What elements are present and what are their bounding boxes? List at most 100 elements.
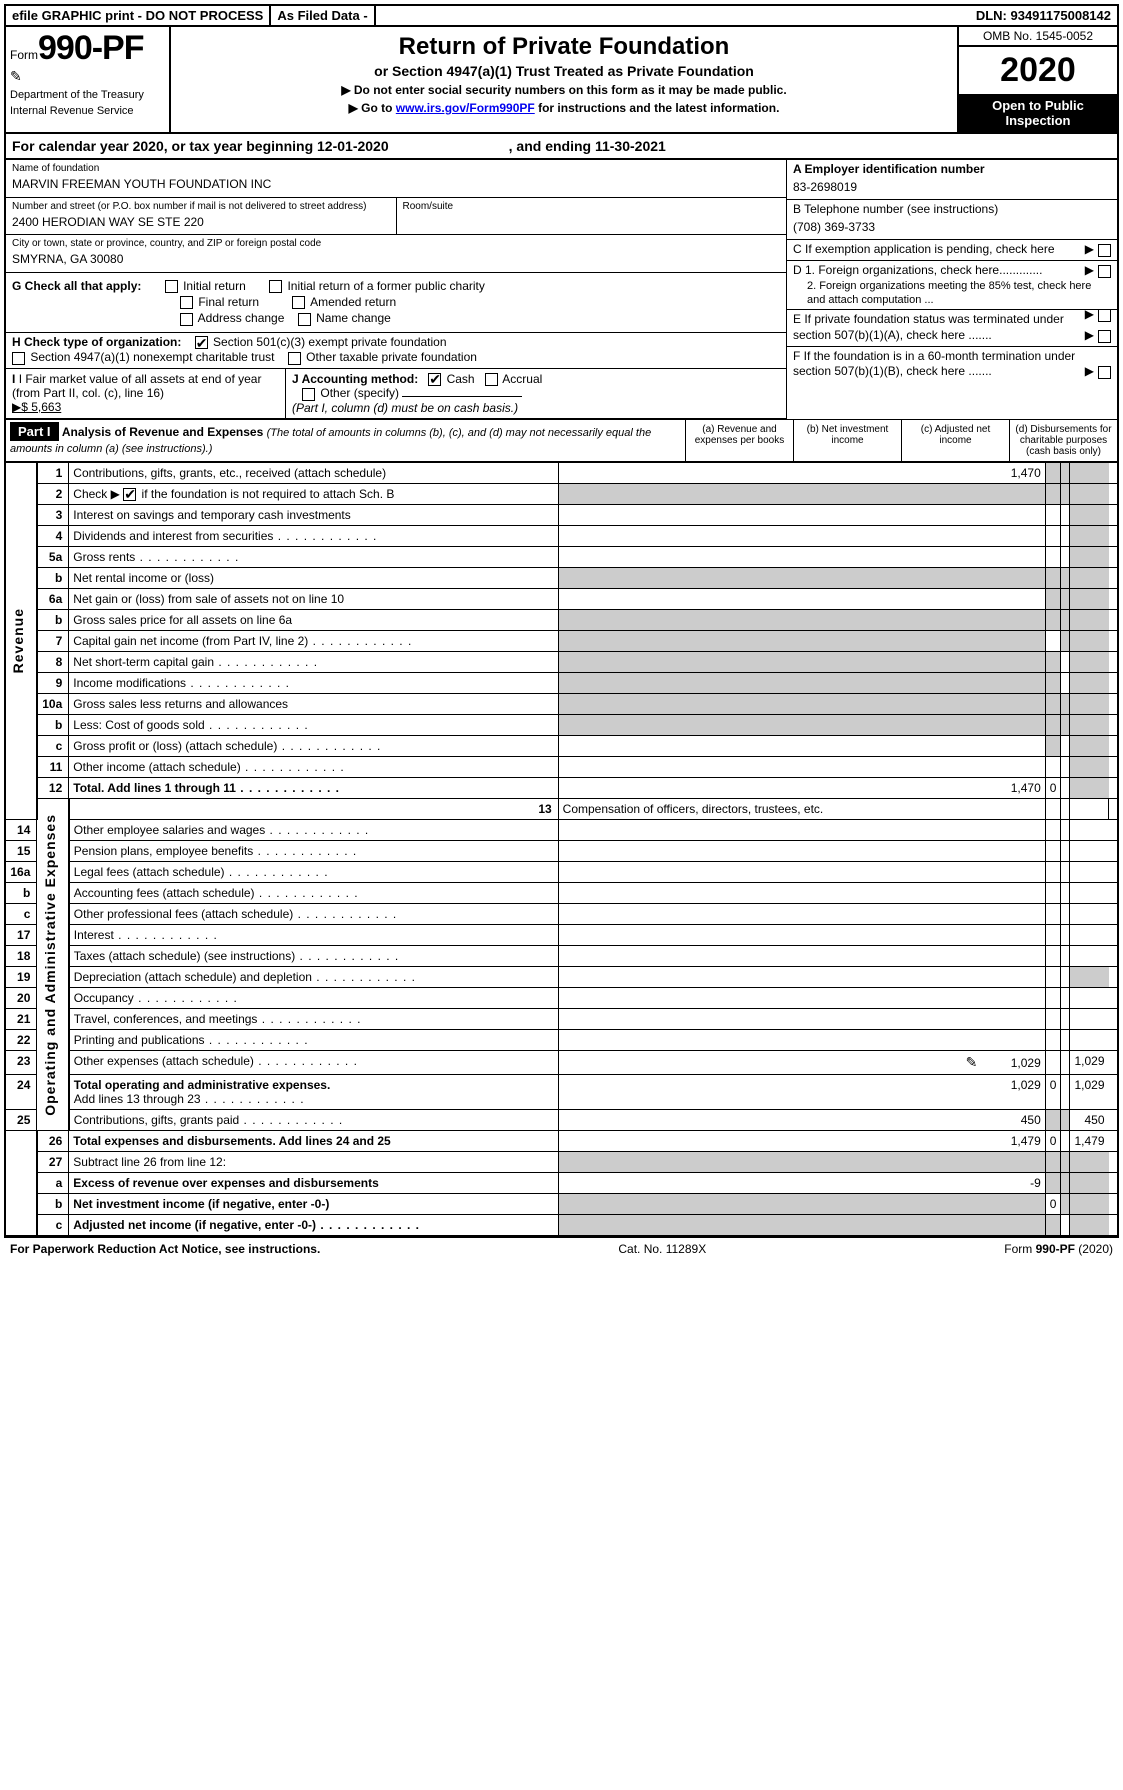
c-label: C If exemption application is pending, c… — [793, 242, 1055, 256]
table-row: 2 Check ▶ if the foundation is not requi… — [5, 483, 1118, 504]
room-cell: Room/suite — [396, 198, 787, 236]
name-cell: Name of foundation MARVIN FREEMAN YOUTH … — [6, 160, 786, 198]
arrow-icon: ▶ — [1085, 242, 1094, 258]
calyear-begin: For calendar year 2020, or tax year begi… — [12, 138, 389, 154]
other-taxable-checkbox[interactable] — [288, 352, 301, 365]
form-subtitle: or Section 4947(a)(1) Trust Treated as P… — [179, 63, 949, 79]
page-footer: For Paperwork Reduction Act Notice, see … — [4, 1237, 1119, 1260]
d2-checkbox[interactable] — [1098, 309, 1111, 322]
table-row: Revenue 1 Contributions, gifts, grants, … — [5, 463, 1118, 484]
amt-c — [1061, 463, 1070, 484]
irs-link[interactable]: www.irs.gov/Form990PF — [396, 101, 535, 115]
accrual-checkbox[interactable] — [485, 373, 498, 386]
amt-d — [1070, 463, 1109, 484]
col-b-head: (b) Net investment income — [794, 420, 902, 461]
4947-checkbox[interactable] — [12, 352, 25, 365]
cash-checkbox[interactable] — [428, 373, 441, 386]
initial-former-checkbox[interactable] — [269, 280, 282, 293]
a-label: A Employer identification number — [793, 162, 985, 176]
c-checkbox[interactable] — [1098, 244, 1111, 257]
arrow-icon: ▶ — [1085, 307, 1094, 323]
dln-label: DLN: 93491175008142 — [970, 6, 1117, 25]
ein-cell: A Employer identification number 83-2698… — [787, 160, 1117, 200]
city-value: SMYRNA, GA 30080 — [12, 250, 780, 270]
h-other: Other taxable private foundation — [306, 350, 477, 364]
amended-return-checkbox[interactable] — [292, 296, 305, 309]
j-accrual: Accrual — [502, 372, 542, 386]
b-label: B Telephone number (see instructions) — [793, 202, 998, 216]
initial-return-checkbox[interactable] — [165, 280, 178, 293]
i-label: I Fair market value of all assets at end… — [12, 372, 261, 400]
e-checkbox[interactable] — [1098, 330, 1111, 343]
room-label: Room/suite — [403, 200, 781, 213]
section-j: J Accounting method: Cash Accrual Other … — [286, 369, 786, 418]
name-change-checkbox[interactable] — [298, 313, 311, 326]
schb-checkbox[interactable] — [123, 488, 136, 501]
j-note: (Part I, column (d) must be on cash basi… — [292, 401, 518, 415]
form-id-box: Form990-PF ✎ Department of the Treasury … — [6, 27, 171, 132]
arrow-icon: ▶ — [1085, 328, 1094, 344]
addr-cell: Number and street (or P.O. box number if… — [6, 198, 396, 236]
d-cell: D 1. Foreign organizations, check here..… — [787, 261, 1117, 310]
other-method-checkbox[interactable] — [302, 388, 315, 401]
g-name: Name change — [316, 311, 391, 325]
info-right: A Employer identification number 83-2698… — [786, 160, 1117, 419]
501c3-checkbox[interactable] — [195, 336, 208, 349]
right-box: OMB No. 1545-0052 2020 Open to Public In… — [957, 27, 1117, 132]
phone-value: (708) 369-3733 — [793, 218, 1111, 238]
g-label: G Check all that apply: — [12, 279, 141, 293]
h-501c3: Section 501(c)(3) exempt private foundat… — [213, 335, 446, 349]
j-cash: Cash — [447, 372, 475, 386]
address-change-checkbox[interactable] — [180, 313, 193, 326]
g-initial: Initial return — [183, 279, 246, 293]
ein-value: 83-2698019 — [793, 178, 1111, 198]
final-return-checkbox[interactable] — [180, 296, 193, 309]
top-bar: efile GRAPHIC print - DO NOT PROCESS As … — [4, 4, 1119, 27]
form-word: Form — [10, 48, 38, 62]
title-block: Return of Private Foundation or Section … — [171, 27, 957, 132]
opex-label: Operating and Administrative Expenses — [37, 798, 69, 1130]
header-row: Form990-PF ✎ Department of the Treasury … — [4, 27, 1119, 134]
e-cell: E If private foundation status was termi… — [787, 310, 1117, 346]
revenue-label: Revenue — [5, 463, 37, 820]
open-inspection: Open to Public Inspection — [959, 94, 1117, 132]
section-g: G Check all that apply: Initial return I… — [6, 273, 786, 333]
c-cell: C If exemption application is pending, c… — [787, 240, 1117, 261]
calendar-year-row: For calendar year 2020, or tax year begi… — [4, 134, 1119, 160]
e-label: E If private foundation status was termi… — [793, 312, 1064, 342]
amt-b — [1045, 463, 1061, 484]
section-ij: I I Fair market value of all assets at e… — [6, 369, 786, 419]
i-value: ▶$ 5,663 — [12, 400, 61, 414]
section-i: I I Fair market value of all assets at e… — [6, 369, 286, 418]
addr-row: Number and street (or P.O. box number if… — [6, 198, 786, 236]
instr-1: ▶ Do not enter social security numbers o… — [179, 83, 949, 97]
city-label: City or town, state or province, country… — [12, 237, 780, 250]
g-address: Address change — [198, 311, 285, 325]
d1-checkbox[interactable] — [1098, 265, 1111, 278]
j-label: J Accounting method: — [292, 372, 418, 386]
line-num: 1 — [37, 463, 69, 484]
f-cell: F If the foundation is in a 60-month ter… — [787, 347, 1117, 382]
arrow-icon: ▶ — [1085, 364, 1094, 380]
addr-label: Number and street (or P.O. box number if… — [12, 200, 390, 213]
omb-number: OMB No. 1545-0052 — [959, 27, 1117, 47]
h-4947: Section 4947(a)(1) nonexempt charitable … — [30, 350, 274, 364]
g-amended: Amended return — [310, 295, 396, 309]
section-h: H Check type of organization: Section 50… — [6, 333, 786, 369]
form-title: Return of Private Foundation — [179, 33, 949, 61]
part1-title: Analysis of Revenue and Expenses — [62, 425, 263, 439]
line-desc: Check ▶ if the foundation is not require… — [69, 483, 558, 504]
f-checkbox[interactable] — [1098, 366, 1111, 379]
d2-label: 2. Foreign organizations meeting the 85%… — [793, 279, 1111, 308]
efile-notice: efile GRAPHIC print - DO NOT PROCESS — [6, 6, 271, 25]
f-label: F If the foundation is in a 60-month ter… — [793, 349, 1075, 379]
g-final: Final return — [198, 295, 259, 309]
instr-2: ▶ Go to www.irs.gov/Form990PF for instru… — [179, 101, 949, 115]
part1-title-cell: Part I Analysis of Revenue and Expenses … — [6, 420, 686, 461]
part1-tag: Part I — [10, 422, 59, 441]
h-label: H Check type of organization: — [12, 335, 181, 349]
col-d-head: (d) Disbursements for charitable purpose… — [1010, 420, 1117, 461]
asfiled-label: As Filed Data - — [271, 6, 375, 25]
instr2-post: for instructions and the latest informat… — [535, 101, 780, 115]
attachment-icon[interactable]: ✎ — [966, 1054, 978, 1070]
